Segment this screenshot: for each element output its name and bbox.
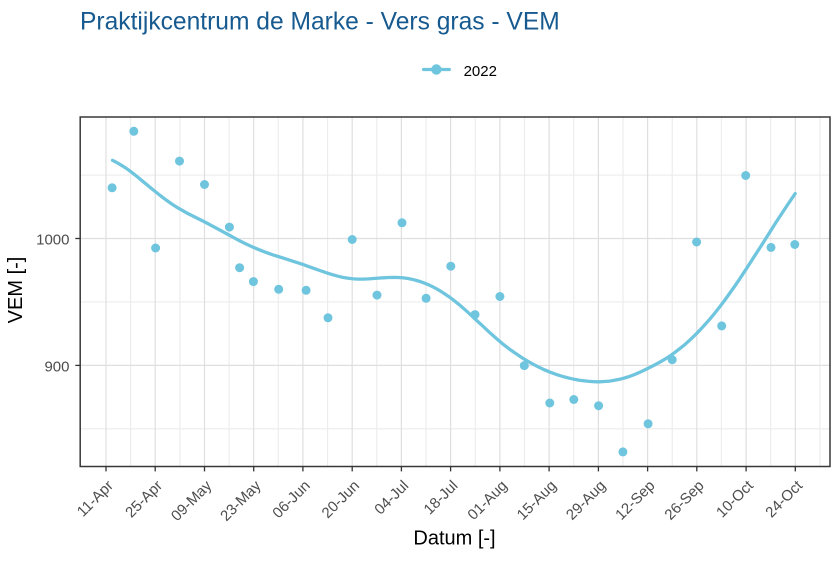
- svg-text:Praktijkcentrum de Marke - Ver: Praktijkcentrum de Marke - Vers gras - V…: [80, 8, 560, 35]
- svg-text:29-Aug: 29-Aug: [563, 477, 609, 523]
- svg-text:2022: 2022: [464, 63, 497, 80]
- svg-text:23-May: 23-May: [217, 477, 265, 525]
- svg-text:20-Jun: 20-Jun: [319, 477, 363, 521]
- svg-text:25-Apr: 25-Apr: [122, 477, 166, 521]
- svg-text:15-Aug: 15-Aug: [514, 477, 560, 523]
- svg-text:VEM [-]: VEM [-]: [5, 257, 27, 324]
- svg-text:18-Jul: 18-Jul: [421, 477, 462, 518]
- svg-text:04-Jul: 04-Jul: [371, 477, 412, 518]
- svg-text:26-Sep: 26-Sep: [661, 477, 707, 523]
- svg-text:900: 900: [44, 359, 69, 376]
- svg-text:12-Sep: 12-Sep: [612, 477, 658, 523]
- svg-text:09-May: 09-May: [168, 477, 216, 525]
- svg-text:01-Aug: 01-Aug: [465, 477, 511, 523]
- svg-text:10-Oct: 10-Oct: [713, 477, 757, 521]
- svg-text:06-Jun: 06-Jun: [269, 477, 313, 521]
- svg-text:1000: 1000: [36, 232, 69, 249]
- svg-text:24-Oct: 24-Oct: [762, 477, 806, 521]
- svg-text:Datum [-]: Datum [-]: [413, 528, 495, 550]
- svg-text:11-Apr: 11-Apr: [74, 477, 117, 520]
